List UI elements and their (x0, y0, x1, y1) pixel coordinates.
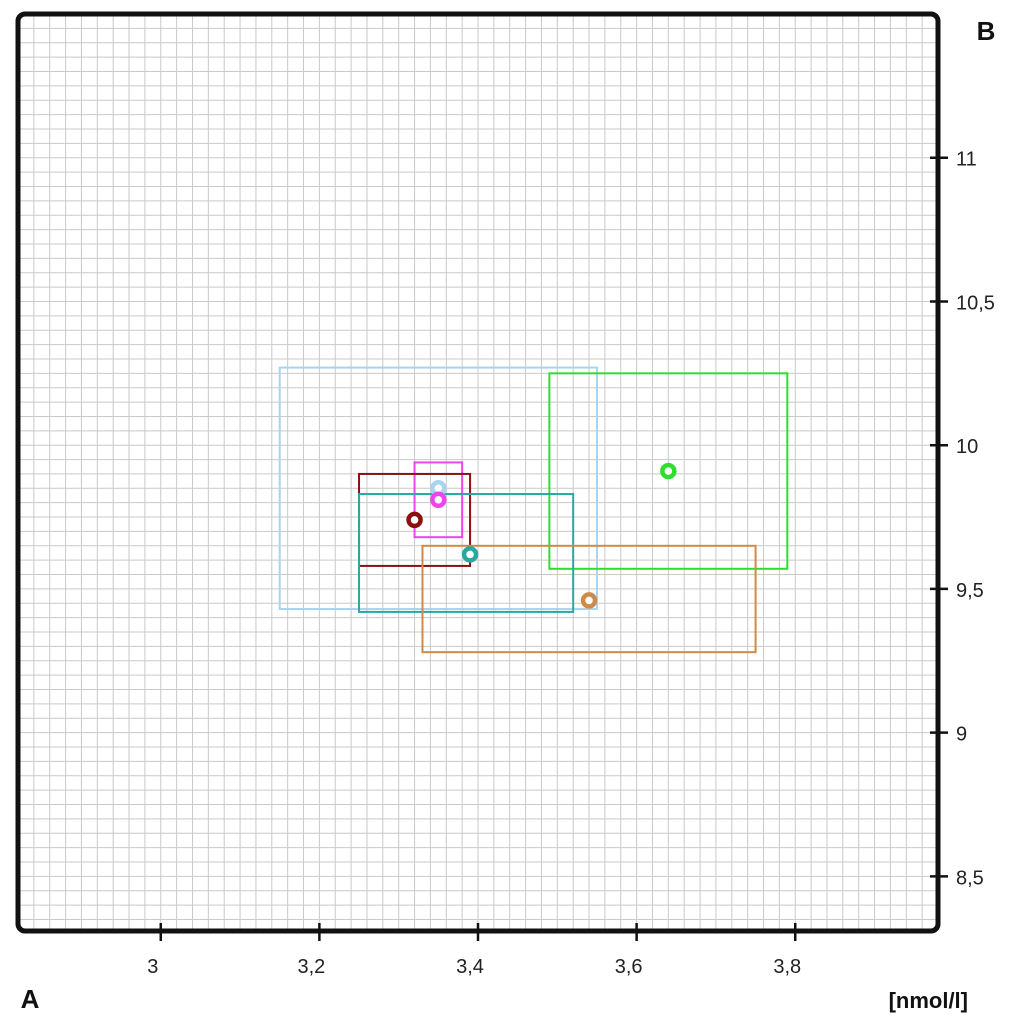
x-axis-unit-label: [nmol/l] (889, 988, 968, 1013)
y-axis-ticks: 8,5 9 9,5 10 10,5 11 (930, 149, 995, 889)
data-points (406, 462, 677, 609)
range-boxes (278, 366, 789, 654)
range-box-5 (358, 493, 575, 613)
corner-label-b: B (977, 16, 996, 46)
y-tick-label: 10,5 (956, 292, 995, 314)
y-tick-label: 10 (956, 436, 978, 458)
x-axis-ticks: 3 3,2 3,4 3,6 3,8 (147, 923, 801, 978)
x-tick-label: 3,8 (773, 956, 801, 978)
y-tick-label: 8,5 (956, 867, 984, 889)
x-tick-label: 3,6 (615, 956, 643, 978)
x-tick-label: 3,2 (297, 956, 325, 978)
y-tick-label: 11 (956, 149, 977, 171)
grid-minor (18, 14, 938, 931)
data-point-2 (660, 462, 677, 480)
corner-label-a: A (21, 984, 40, 1014)
y-tick-label: 9,5 (956, 580, 984, 602)
range-box-6 (421, 544, 757, 654)
y-tick-label: 9 (956, 724, 967, 746)
range-box-2 (548, 372, 789, 570)
data-point-3 (430, 491, 447, 509)
x-tick-label: 3 (147, 956, 158, 978)
x-tick-label: 3,4 (456, 956, 484, 978)
range-box-3 (413, 461, 464, 539)
data-point-5 (461, 546, 479, 563)
data-point-6 (580, 592, 598, 609)
data-point-4 (406, 511, 423, 529)
range-box-1 (278, 366, 598, 611)
